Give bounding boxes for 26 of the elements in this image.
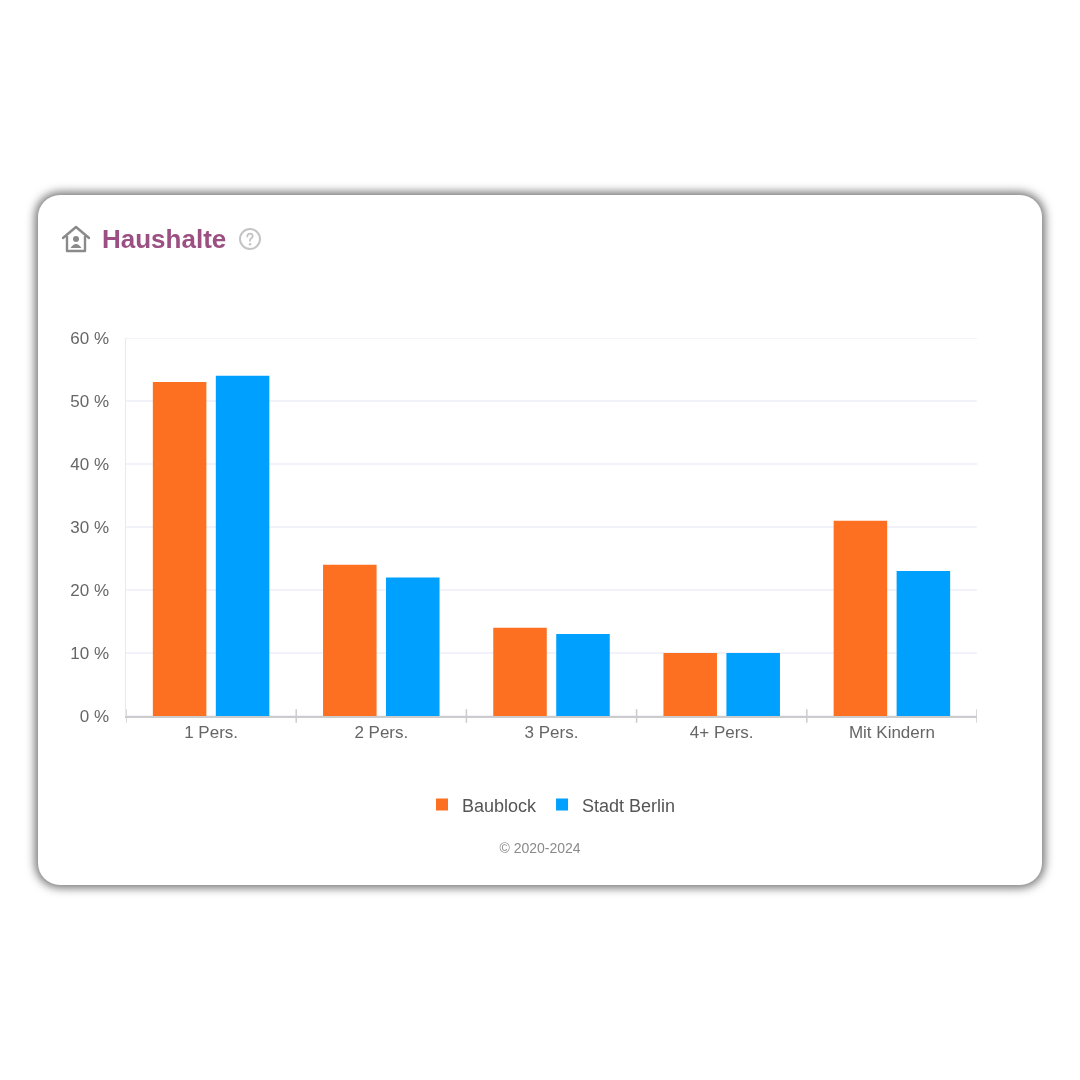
bar [493,627,547,716]
bar [386,577,440,716]
bar [726,653,780,716]
bar [663,653,717,716]
y-tick-label: 0 % [79,706,110,726]
legend-label: Stadt Berlin [582,795,676,816]
x-tick-label: 3 Pers. [524,722,579,742]
chart-title: Haushalte [102,223,227,255]
bar [215,375,270,716]
bar [323,564,377,716]
bar [556,634,610,716]
y-tick-label: 50 % [70,391,110,411]
y-tick-label: 20 % [70,580,110,600]
bar [833,520,888,716]
x-tick-label: 4+ Pers. [689,722,754,742]
y-tick-label: 40 % [70,454,110,474]
bar [896,571,951,716]
legend-label: Baublock [462,795,538,816]
y-tick-label: 10 % [70,643,110,663]
x-tick-label: 2 Pers. [354,722,409,742]
text: © 2020-2024 [498,840,582,856]
x-tick-label: 1 Pers. [184,722,239,742]
bar [152,382,207,716]
y-tick-label: 60 % [70,328,110,348]
x-tick-label: Mit Kindern [848,722,935,742]
y-tick-label: 30 % [70,517,110,537]
